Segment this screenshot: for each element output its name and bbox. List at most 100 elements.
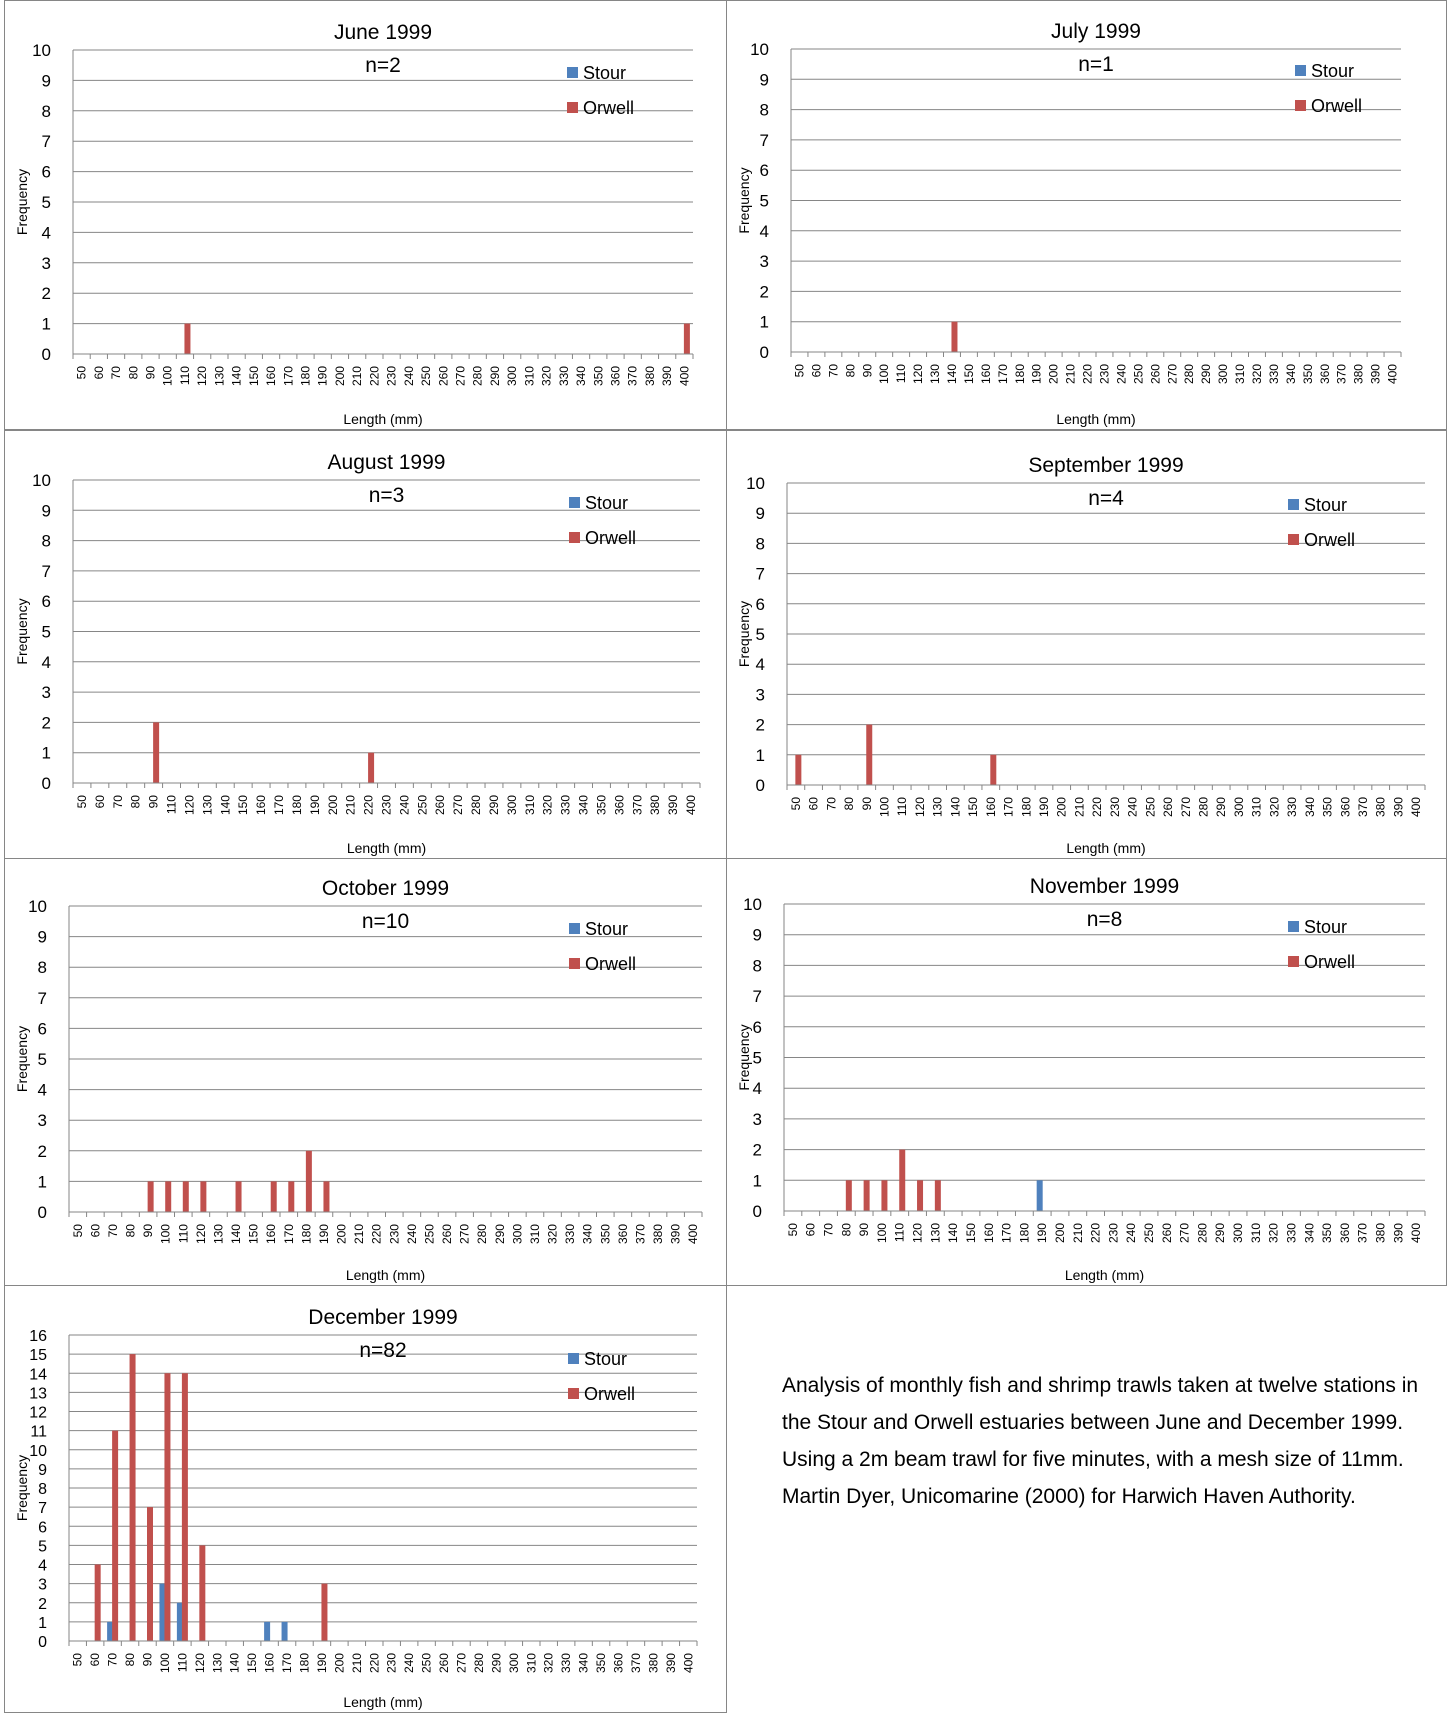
x-tick-label: 140 [946, 1223, 960, 1243]
x-axis-label: Length (mm) [347, 840, 426, 856]
x-tick-label: 310 [528, 1224, 542, 1244]
legend-label-orwell: Orwell [585, 528, 636, 548]
x-tick-label: 220 [367, 1653, 381, 1673]
x-tick-label: 160 [982, 1223, 996, 1243]
x-tick-label: 240 [1114, 364, 1128, 384]
legend-label-orwell: Orwell [1304, 952, 1355, 972]
x-tick-label: 310 [524, 1653, 538, 1673]
x-tick-label: 310 [1249, 1223, 1263, 1243]
x-tick-label: 80 [124, 1224, 138, 1238]
x-tick-label: 220 [370, 1224, 384, 1244]
bar-stour [264, 1621, 271, 1641]
x-tick-label: 110 [175, 1653, 189, 1672]
x-tick-label: 160 [254, 795, 268, 815]
legend-swatch-orwell [1295, 100, 1306, 111]
x-tick-label: 100 [875, 1223, 889, 1243]
x-tick-label: 140 [945, 364, 959, 384]
x-tick-label: 260 [433, 795, 447, 815]
x-tick-label: 270 [1179, 797, 1193, 817]
x-tick-label: 170 [272, 795, 286, 815]
x-tick-label: 250 [419, 366, 433, 386]
x-tick-label: 300 [507, 1653, 521, 1673]
x-tick-label: 340 [1302, 1223, 1316, 1243]
y-tick-label: 4 [42, 223, 51, 242]
y-tick-label: 1 [38, 1172, 47, 1191]
x-tick-label: 340 [574, 366, 588, 386]
x-tick-label: 100 [158, 1653, 172, 1673]
x-tick-label: 240 [1124, 1223, 1138, 1243]
bar-orwell [881, 1180, 888, 1211]
x-tick-label: 90 [144, 366, 158, 380]
x-tick-label: 250 [1142, 1223, 1156, 1243]
x-tick-label: 80 [126, 366, 140, 380]
y-tick-label: 9 [42, 501, 51, 520]
x-tick-label: 150 [966, 797, 980, 817]
x-tick-label: 400 [686, 1224, 700, 1244]
y-tick-label: 9 [756, 504, 765, 523]
chart-panel: 0 1 2 3 4 5 6 7 8 9 10 50 60 70 80 90 100 110 120 130 140 150… [4, 858, 727, 1286]
x-tick-label: 200 [1047, 364, 1061, 384]
x-tick-label: 170 [282, 1224, 296, 1244]
x-tick-label: 160 [263, 1653, 277, 1673]
y-tick-label: 8 [753, 956, 762, 975]
x-tick-label: 240 [402, 1653, 416, 1673]
legend-label-orwell: Orwell [585, 954, 636, 974]
x-tick-label: 240 [405, 1224, 419, 1244]
x-tick-label: 380 [1374, 797, 1388, 817]
x-tick-label: 210 [350, 1653, 364, 1673]
y-tick-label: 6 [38, 1519, 47, 1536]
legend-label-stour: Stour [585, 493, 628, 513]
x-tick-label: 140 [228, 1653, 242, 1673]
x-tick-label: 370 [626, 366, 640, 386]
x-tick-label: 80 [123, 1653, 137, 1667]
x-tick-label: 340 [577, 1653, 591, 1673]
x-tick-label: 230 [385, 1653, 399, 1673]
legend-swatch-orwell [1288, 534, 1299, 545]
y-tick-label: 10 [29, 1443, 47, 1460]
x-tick-label: 290 [493, 1224, 507, 1244]
y-tick-label: 3 [42, 254, 51, 273]
y-axis-label: Frequency [14, 598, 30, 664]
legend-swatch-stour [1288, 921, 1299, 932]
y-axis-label: Frequency [14, 1026, 30, 1092]
x-tick-label: 190 [316, 366, 330, 386]
x-tick-label: 270 [1165, 364, 1179, 384]
x-tick-label: 90 [860, 364, 874, 378]
x-tick-label: 130 [210, 1653, 224, 1673]
y-tick-label: 10 [743, 895, 762, 914]
x-tick-label: 180 [1019, 797, 1033, 817]
x-tick-label: 100 [161, 366, 175, 386]
y-tick-label: 9 [753, 926, 762, 945]
bar-orwell [683, 323, 690, 354]
bar-orwell [845, 1180, 852, 1211]
x-tick-label: 220 [362, 795, 376, 815]
y-tick-label: 7 [42, 562, 51, 581]
x-tick-label: 260 [1148, 364, 1162, 384]
x-tick-label: 190 [1030, 364, 1044, 384]
chart-panel: 0 1 2 3 4 5 6 7 8 9 10 50 60 70 80 90 100 110 120 130 140 150… [726, 858, 1447, 1286]
x-tick-label: 70 [106, 1224, 120, 1238]
chart-panel: 0 1 2 3 4 5 6 7 8 9 10 50 60 70 80 90 100 110 120 130 140 150… [4, 0, 727, 430]
x-tick-label: 310 [1250, 797, 1264, 817]
x-tick-label: 350 [1320, 1223, 1334, 1243]
x-tick-label: 180 [298, 1653, 312, 1673]
x-tick-label: 180 [290, 795, 304, 815]
bar-orwell [305, 1150, 312, 1212]
bar-orwell [184, 323, 191, 354]
x-tick-label: 380 [651, 1224, 665, 1244]
x-tick-label: 320 [1250, 364, 1264, 384]
x-tick-label: 300 [505, 795, 519, 815]
bar-orwell [182, 1181, 189, 1212]
x-tick-label: 210 [350, 366, 364, 386]
x-tick-label: 200 [335, 1224, 349, 1244]
y-tick-label: 7 [38, 989, 47, 1008]
x-tick-label: 350 [1301, 364, 1315, 384]
chart-title: August 1999 [328, 451, 446, 474]
y-tick-label: 4 [753, 1079, 762, 1098]
x-tick-label: 260 [436, 366, 450, 386]
x-tick-label: 110 [165, 795, 179, 814]
x-tick-label: 270 [1178, 1223, 1192, 1243]
x-tick-label: 120 [194, 1224, 208, 1244]
chart-subtitle: n=3 [369, 484, 405, 507]
x-tick-label: 200 [332, 1653, 346, 1673]
